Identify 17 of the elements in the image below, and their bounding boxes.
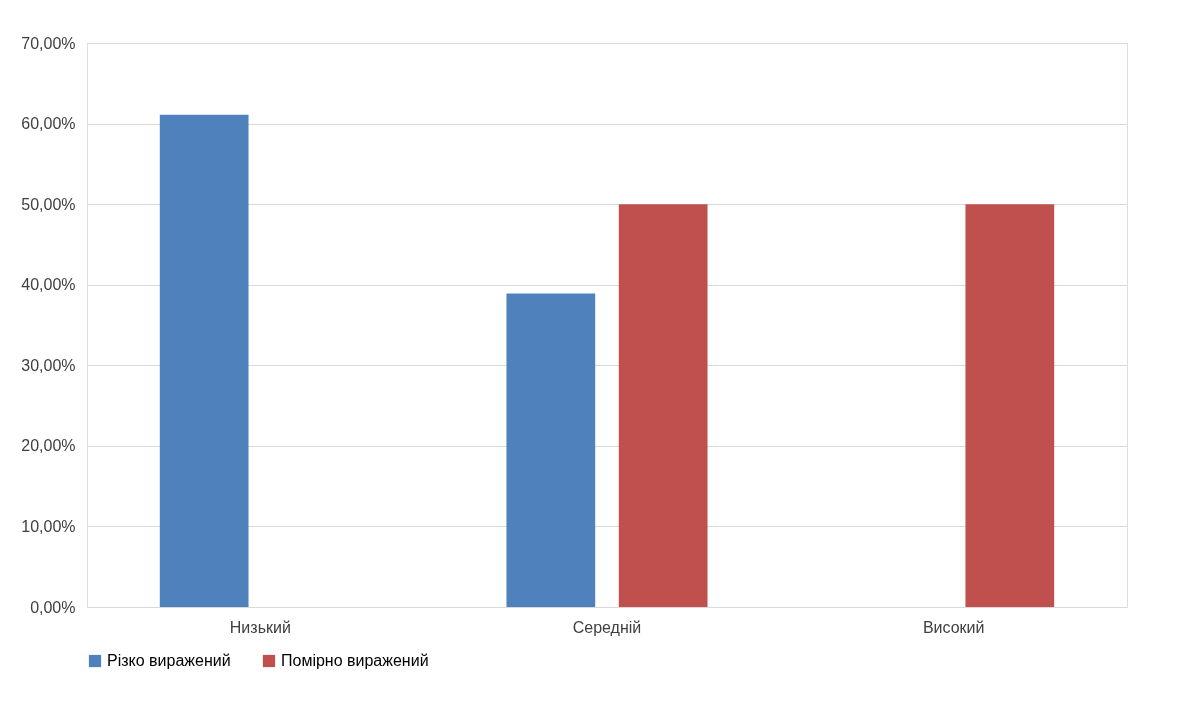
y-tick-label: 20,00% [21,437,76,455]
bar [965,204,1055,607]
x-tick-label: Середній [572,618,642,636]
x-tick-label: Високий [922,618,985,636]
x-tick-label: Низький [229,618,291,636]
legend-label: Різко виражений [107,652,231,669]
y-tick-label: 60,00% [21,115,76,133]
y-tick-label: 10,00% [21,517,76,535]
y-tick-label: 50,00% [21,195,76,213]
bar [506,293,596,607]
y-tick-label: 0,00% [30,598,76,616]
legend-label: Помірно виражений [281,652,429,669]
y-tick-label: 70,00% [21,34,76,52]
y-tick-label: 30,00% [21,356,76,374]
bar [159,114,249,607]
bar [618,204,708,607]
y-tick-label: 40,00% [21,276,76,294]
